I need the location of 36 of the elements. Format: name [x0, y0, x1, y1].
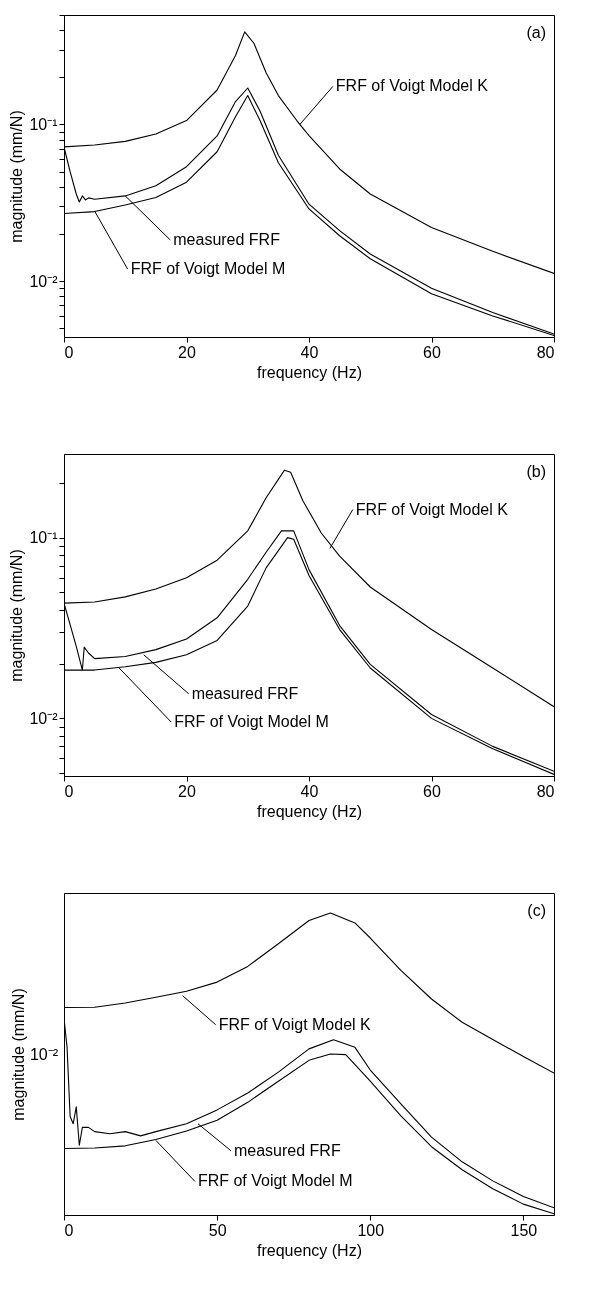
annotation: FRF of Voigt Model K — [218, 1015, 372, 1033]
annotation: measured FRF — [233, 1141, 341, 1159]
x-tick-label: 60 — [423, 343, 441, 361]
x-tick-label: 0 — [64, 782, 74, 800]
annotation: (c) — [527, 902, 546, 919]
x-tick-label: 50 — [208, 1221, 227, 1239]
y-axis-title: magnitude (mm/N) — [8, 110, 26, 243]
x-tick-label: 0 — [64, 343, 74, 361]
x-tick-label: 150 — [510, 1221, 538, 1239]
x-tick-label: 80 — [536, 343, 555, 361]
x-tick-label: 60 — [423, 782, 441, 800]
x-tick-label: 40 — [300, 343, 319, 361]
annotation: (b) — [526, 463, 546, 480]
x-tick-label: 100 — [357, 1221, 385, 1239]
x-tick-label: 20 — [178, 343, 196, 361]
y-tick-label: 10⁻¹ — [29, 529, 58, 547]
x-axis-title: frequency (Hz) — [257, 1241, 362, 1259]
y-tick-label: 10⁻² — [29, 272, 59, 290]
annotation: (a) — [526, 24, 546, 41]
annotation: measured FRF — [191, 684, 299, 702]
annotation: measured FRF — [173, 230, 281, 248]
y-tick-label: 10⁻¹ — [29, 115, 58, 133]
annotation: FRF of Voigt Model K — [335, 77, 489, 95]
y-tick-label: 10⁻² — [29, 709, 59, 727]
annotation: FRF of Voigt Model M — [130, 260, 286, 278]
x-tick-label: 20 — [178, 782, 196, 800]
annotation: FRF of Voigt Model M — [174, 712, 329, 730]
y-axis-title: magnitude (mm/N) — [9, 988, 27, 1121]
x-tick-label: 40 — [300, 782, 319, 800]
y-axis-title: magnitude (mm/N) — [8, 549, 26, 682]
x-tick-label: 0 — [64, 1221, 74, 1239]
annotation: FRF of Voigt Model K — [355, 500, 509, 518]
x-tick-label: 80 — [536, 782, 555, 800]
annotation: FRF of Voigt Model M — [197, 1172, 353, 1190]
x-axis-title: frequency (Hz) — [257, 363, 362, 381]
x-axis-title: frequency (Hz) — [257, 802, 362, 820]
